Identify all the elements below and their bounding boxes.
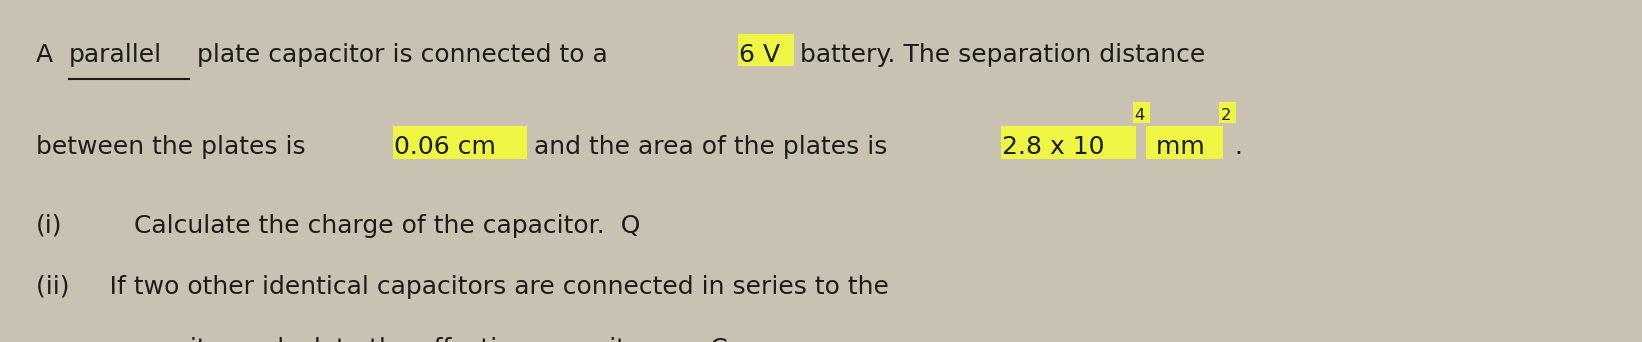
Text: Calculate the charge of the capacitor.  Q: Calculate the charge of the capacitor. Q [71, 213, 640, 238]
FancyBboxPatch shape [737, 34, 795, 66]
Text: parallel: parallel [69, 42, 161, 67]
Text: .: . [1235, 135, 1243, 159]
Text: 6 V: 6 V [739, 42, 780, 67]
Text: A: A [36, 42, 61, 67]
Text: plate capacitor is connected to a: plate capacitor is connected to a [189, 42, 616, 67]
Text: 2.8 x 10: 2.8 x 10 [1002, 135, 1105, 159]
FancyBboxPatch shape [1146, 126, 1223, 159]
Text: capacitor, calculate the effective capacitance   C: capacitor, calculate the effective capac… [36, 337, 727, 342]
Text: battery. The separation distance: battery. The separation distance [793, 42, 1205, 67]
Text: (i): (i) [36, 213, 62, 238]
FancyBboxPatch shape [392, 126, 527, 159]
Text: 2: 2 [1222, 108, 1232, 123]
FancyBboxPatch shape [1220, 102, 1236, 123]
FancyBboxPatch shape [1000, 126, 1136, 159]
Text: (ii)     If two other identical capacitors are connected in series to the: (ii) If two other identical capacitors a… [36, 275, 888, 299]
Text: 4: 4 [1135, 108, 1144, 123]
Text: and the area of the plates is: and the area of the plates is [525, 135, 895, 159]
Text: between the plates is: between the plates is [36, 135, 314, 159]
FancyBboxPatch shape [1133, 102, 1149, 123]
Text: 0.06 cm: 0.06 cm [394, 135, 496, 159]
Text: mm: mm [1148, 135, 1205, 159]
